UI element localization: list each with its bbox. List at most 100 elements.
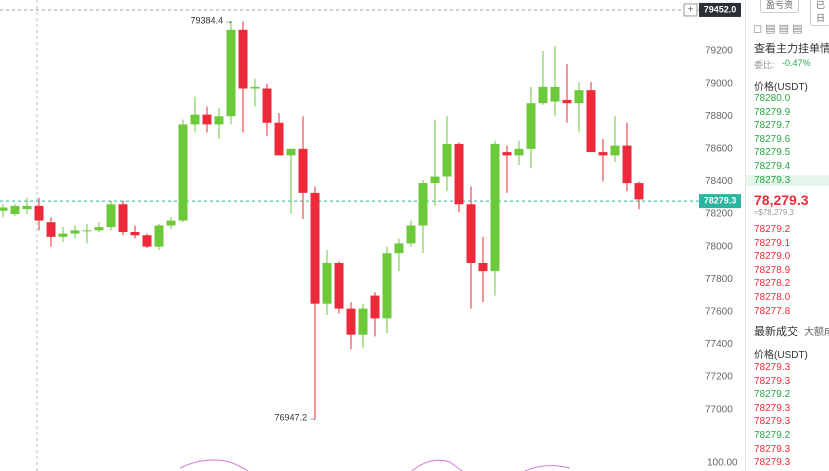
ask-price: 78279.7: [754, 120, 791, 132]
candle-body: [178, 124, 188, 221]
y-tick-label: 78600: [705, 143, 733, 154]
side-panel: 盈亏资 已日 ◻ ▤ ▤ ▤ 查看主力挂单情况 委比: -0.47% 价格(US…: [745, 0, 829, 471]
candle-body: [310, 192, 320, 304]
candle-body: [418, 183, 428, 226]
candle-body: [334, 262, 344, 309]
candle-body: [382, 253, 392, 319]
last-price-label: 78279.3: [704, 195, 737, 205]
candle-body: [214, 116, 224, 125]
y-tick-label: 79200: [705, 46, 733, 57]
tab[interactable]: 已日: [810, 0, 829, 26]
trades-tab[interactable]: 最新成交: [754, 326, 798, 338]
ask-price: 78279.6: [754, 133, 791, 145]
trade-price: 78279.3: [754, 402, 791, 414]
trade-price: 78279.2: [754, 389, 791, 401]
ask-price: 78279.5: [754, 147, 791, 159]
y-tick-label: 79000: [705, 78, 733, 89]
candle-body: [598, 152, 608, 156]
candle-body: [514, 148, 524, 156]
toolbar-icons[interactable]: ◻ ▤ ▤ ▤: [753, 23, 803, 35]
candle-body: [274, 122, 284, 156]
high-annotation: 79384.4: [190, 15, 223, 25]
candle-body: [550, 86, 560, 102]
trade-price: 78279.3: [754, 443, 791, 455]
y-tick-label: 78200: [705, 209, 733, 220]
candle-body: [286, 148, 296, 156]
ratio: -0.47%: [782, 58, 811, 68]
ask-price: 78279.3: [746, 174, 829, 186]
trade-price: 78279.2: [754, 430, 791, 441]
candle-body: [370, 295, 380, 319]
candle-body: [586, 90, 596, 153]
button: [683, 3, 698, 17]
top-price-box: [699, 2, 741, 17]
trade-price: 78279.3: [754, 375, 791, 387]
candle-body: [442, 143, 452, 177]
candle-body: [106, 204, 116, 228]
candle-body: [610, 145, 620, 156]
high-arrow: →: [224, 15, 233, 25]
candle-body: [490, 143, 500, 272]
y-tick-label: 78000: [705, 241, 733, 252]
candle-body: [526, 103, 536, 149]
candle-body: [634, 183, 644, 200]
trade-price: 78279.3: [754, 362, 791, 373]
y-tick-label: 77800: [705, 274, 733, 285]
low-annotation: 76947.2: [274, 413, 307, 423]
candle-body: [226, 29, 236, 117]
candle-body: [538, 86, 548, 104]
y-tick-label: 78400: [705, 176, 733, 187]
trade-price: 78279.3: [754, 457, 791, 469]
trades-tab[interactable]: 大额成: [804, 327, 829, 338]
candle-body: [454, 143, 464, 205]
candle-body: [574, 90, 584, 104]
top-price-label: 79452.0: [704, 4, 737, 14]
last-price-box: [699, 194, 741, 209]
candle-body: [238, 29, 248, 89]
candle-body: [130, 231, 140, 236]
candle-body: [346, 308, 356, 335]
candle-body: [202, 114, 212, 125]
y-tick-label: 77000: [705, 404, 733, 415]
candle-body: [466, 204, 476, 263]
y-tick-label: 77200: [705, 372, 733, 383]
candle-body: [22, 205, 32, 210]
bid-price: 78277.8: [754, 305, 791, 317]
candle-body: [94, 227, 104, 231]
candle-body: [142, 235, 152, 247]
tab[interactable]: 盈亏资: [760, 0, 800, 13]
candle-body: [70, 230, 80, 234]
candle-body: [190, 114, 200, 125]
chart: 100.00 79200 79000 78800 78600 78400 78200 780…: [0, 0, 741, 471]
y-tick-label: 77600: [705, 307, 733, 318]
mid-usd: ≈$78,279.3: [754, 208, 794, 217]
y-tick-label: 78800: [705, 111, 733, 122]
candle-body: [250, 86, 260, 89]
candle-body: [622, 145, 632, 184]
bid-price: 78278.0: [754, 292, 791, 303]
candle-body: [262, 88, 272, 123]
candle-body: [322, 262, 332, 304]
candle-body: [82, 230, 92, 232]
candle-body: [10, 205, 20, 215]
candle-body: [58, 233, 68, 237]
mid-price: 78,279.3: [754, 192, 809, 208]
trade-price: 78279.3: [754, 416, 791, 428]
bid-price: 78279.1: [754, 237, 791, 249]
ask-price: 78279.4: [754, 161, 791, 172]
low-arrow: →: [308, 413, 317, 423]
bid-price: 78279.2: [754, 224, 791, 235]
order-book-title[interactable]: 查看主力挂单情况: [754, 43, 829, 55]
candle-body: [118, 204, 128, 232]
candle-body: [0, 207, 8, 211]
candle-body: [478, 262, 488, 272]
candle-body: [166, 220, 176, 226]
ask-price: 78280.0: [754, 93, 791, 104]
candle-body: [358, 308, 368, 335]
y-tick-label: 77400: [705, 339, 733, 350]
candle-body: [406, 225, 416, 244]
candle-body: [502, 152, 512, 156]
ask-price: 78279.9: [754, 106, 791, 118]
bid-price: 78279.0: [754, 251, 791, 263]
